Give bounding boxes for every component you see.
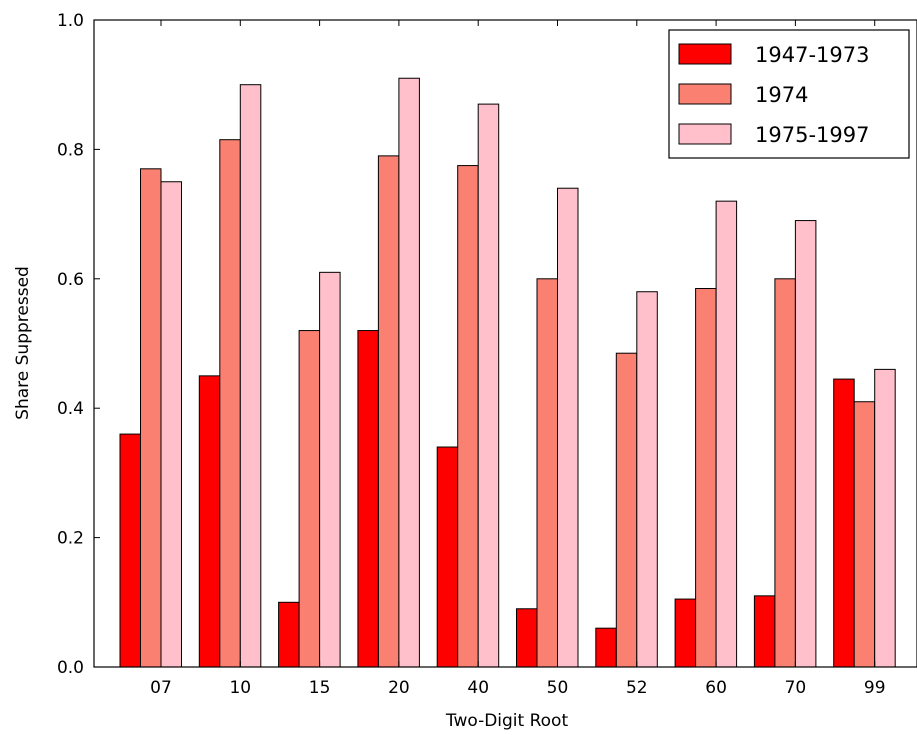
bar-1974-60 (695, 288, 717, 668)
bar-1975-1997-52 (636, 291, 658, 668)
legend-swatch (678, 43, 732, 65)
x-tick-label: 50 (547, 678, 569, 698)
bar-1974-10 (219, 139, 241, 668)
x-tick-label: 20 (388, 678, 410, 698)
x-tick-label: 70 (785, 678, 807, 698)
legend-label: 1974 (755, 83, 808, 107)
bar-1975-1997-07 (160, 181, 182, 668)
bar-1947-1973-20 (357, 330, 379, 668)
bar-1947-1973-40 (436, 446, 459, 668)
bar-1947-1973-15 (278, 601, 300, 668)
bar-1947-1973-99 (833, 378, 855, 668)
y-tick-label: 0.2 (57, 529, 84, 549)
bar-1947-1973-70 (753, 595, 776, 668)
y-axis-title: Share Suppressed (13, 266, 33, 420)
bar-1974-99 (853, 401, 876, 668)
bar-1947-1973-60 (674, 598, 697, 668)
y-tick-label: 0.6 (57, 270, 84, 290)
x-axis: 07 10 15 20 40 50 52 60 70 99 (150, 20, 886, 698)
x-tick-label: 07 (150, 678, 172, 698)
bar-1947-1973-07 (119, 433, 141, 668)
legend: 1947-1973 1974 1975-1997 (668, 29, 910, 159)
legend-label: 1975-1997 (755, 123, 869, 147)
bar-1974-50 (536, 278, 558, 668)
x-tick-label: 52 (626, 678, 648, 698)
bars-layer (119, 77, 896, 668)
bar-1975-1997-99 (874, 368, 896, 668)
bar-1974-20 (377, 155, 400, 668)
bar-1975-1997-10 (239, 84, 262, 668)
bar-1975-1997-70 (794, 220, 817, 668)
legend-swatch (678, 123, 732, 145)
bar-1974-15 (298, 330, 321, 668)
x-tick-label: 40 (467, 678, 489, 698)
bar-1975-1997-40 (477, 103, 500, 668)
y-axis: 0.0 0.2 0.4 0.6 0.8 1.0 (57, 11, 100, 678)
bar-1975-1997-50 (557, 187, 579, 668)
bar-1974-07 (140, 168, 162, 668)
plot-frame (93, 19, 917, 668)
x-axis-title: Two-Digit Root (445, 711, 569, 731)
y-tick-label: 0.0 (57, 658, 84, 678)
bar-1975-1997-20 (398, 77, 420, 668)
legend-swatch (678, 83, 732, 105)
bar-1975-1997-60 (715, 200, 738, 668)
y-tick-label: 1.0 (57, 11, 84, 31)
legend-label: 1947-1973 (755, 43, 869, 67)
bar-1947-1973-50 (516, 608, 538, 668)
bar-1974-70 (774, 278, 796, 668)
bar-1947-1973-52 (595, 627, 617, 668)
y-tick-label: 0.8 (57, 140, 84, 160)
x-tick-label: 10 (229, 678, 251, 698)
x-tick-label: 15 (309, 678, 331, 698)
y-tick-label: 0.4 (57, 399, 84, 419)
bar-1974-40 (457, 165, 479, 668)
x-tick-label: 99 (864, 678, 886, 698)
x-tick-label: 60 (705, 678, 727, 698)
bar-1974-52 (615, 352, 638, 668)
bar-1947-1973-10 (198, 375, 221, 668)
bar-1975-1997-15 (319, 271, 341, 668)
